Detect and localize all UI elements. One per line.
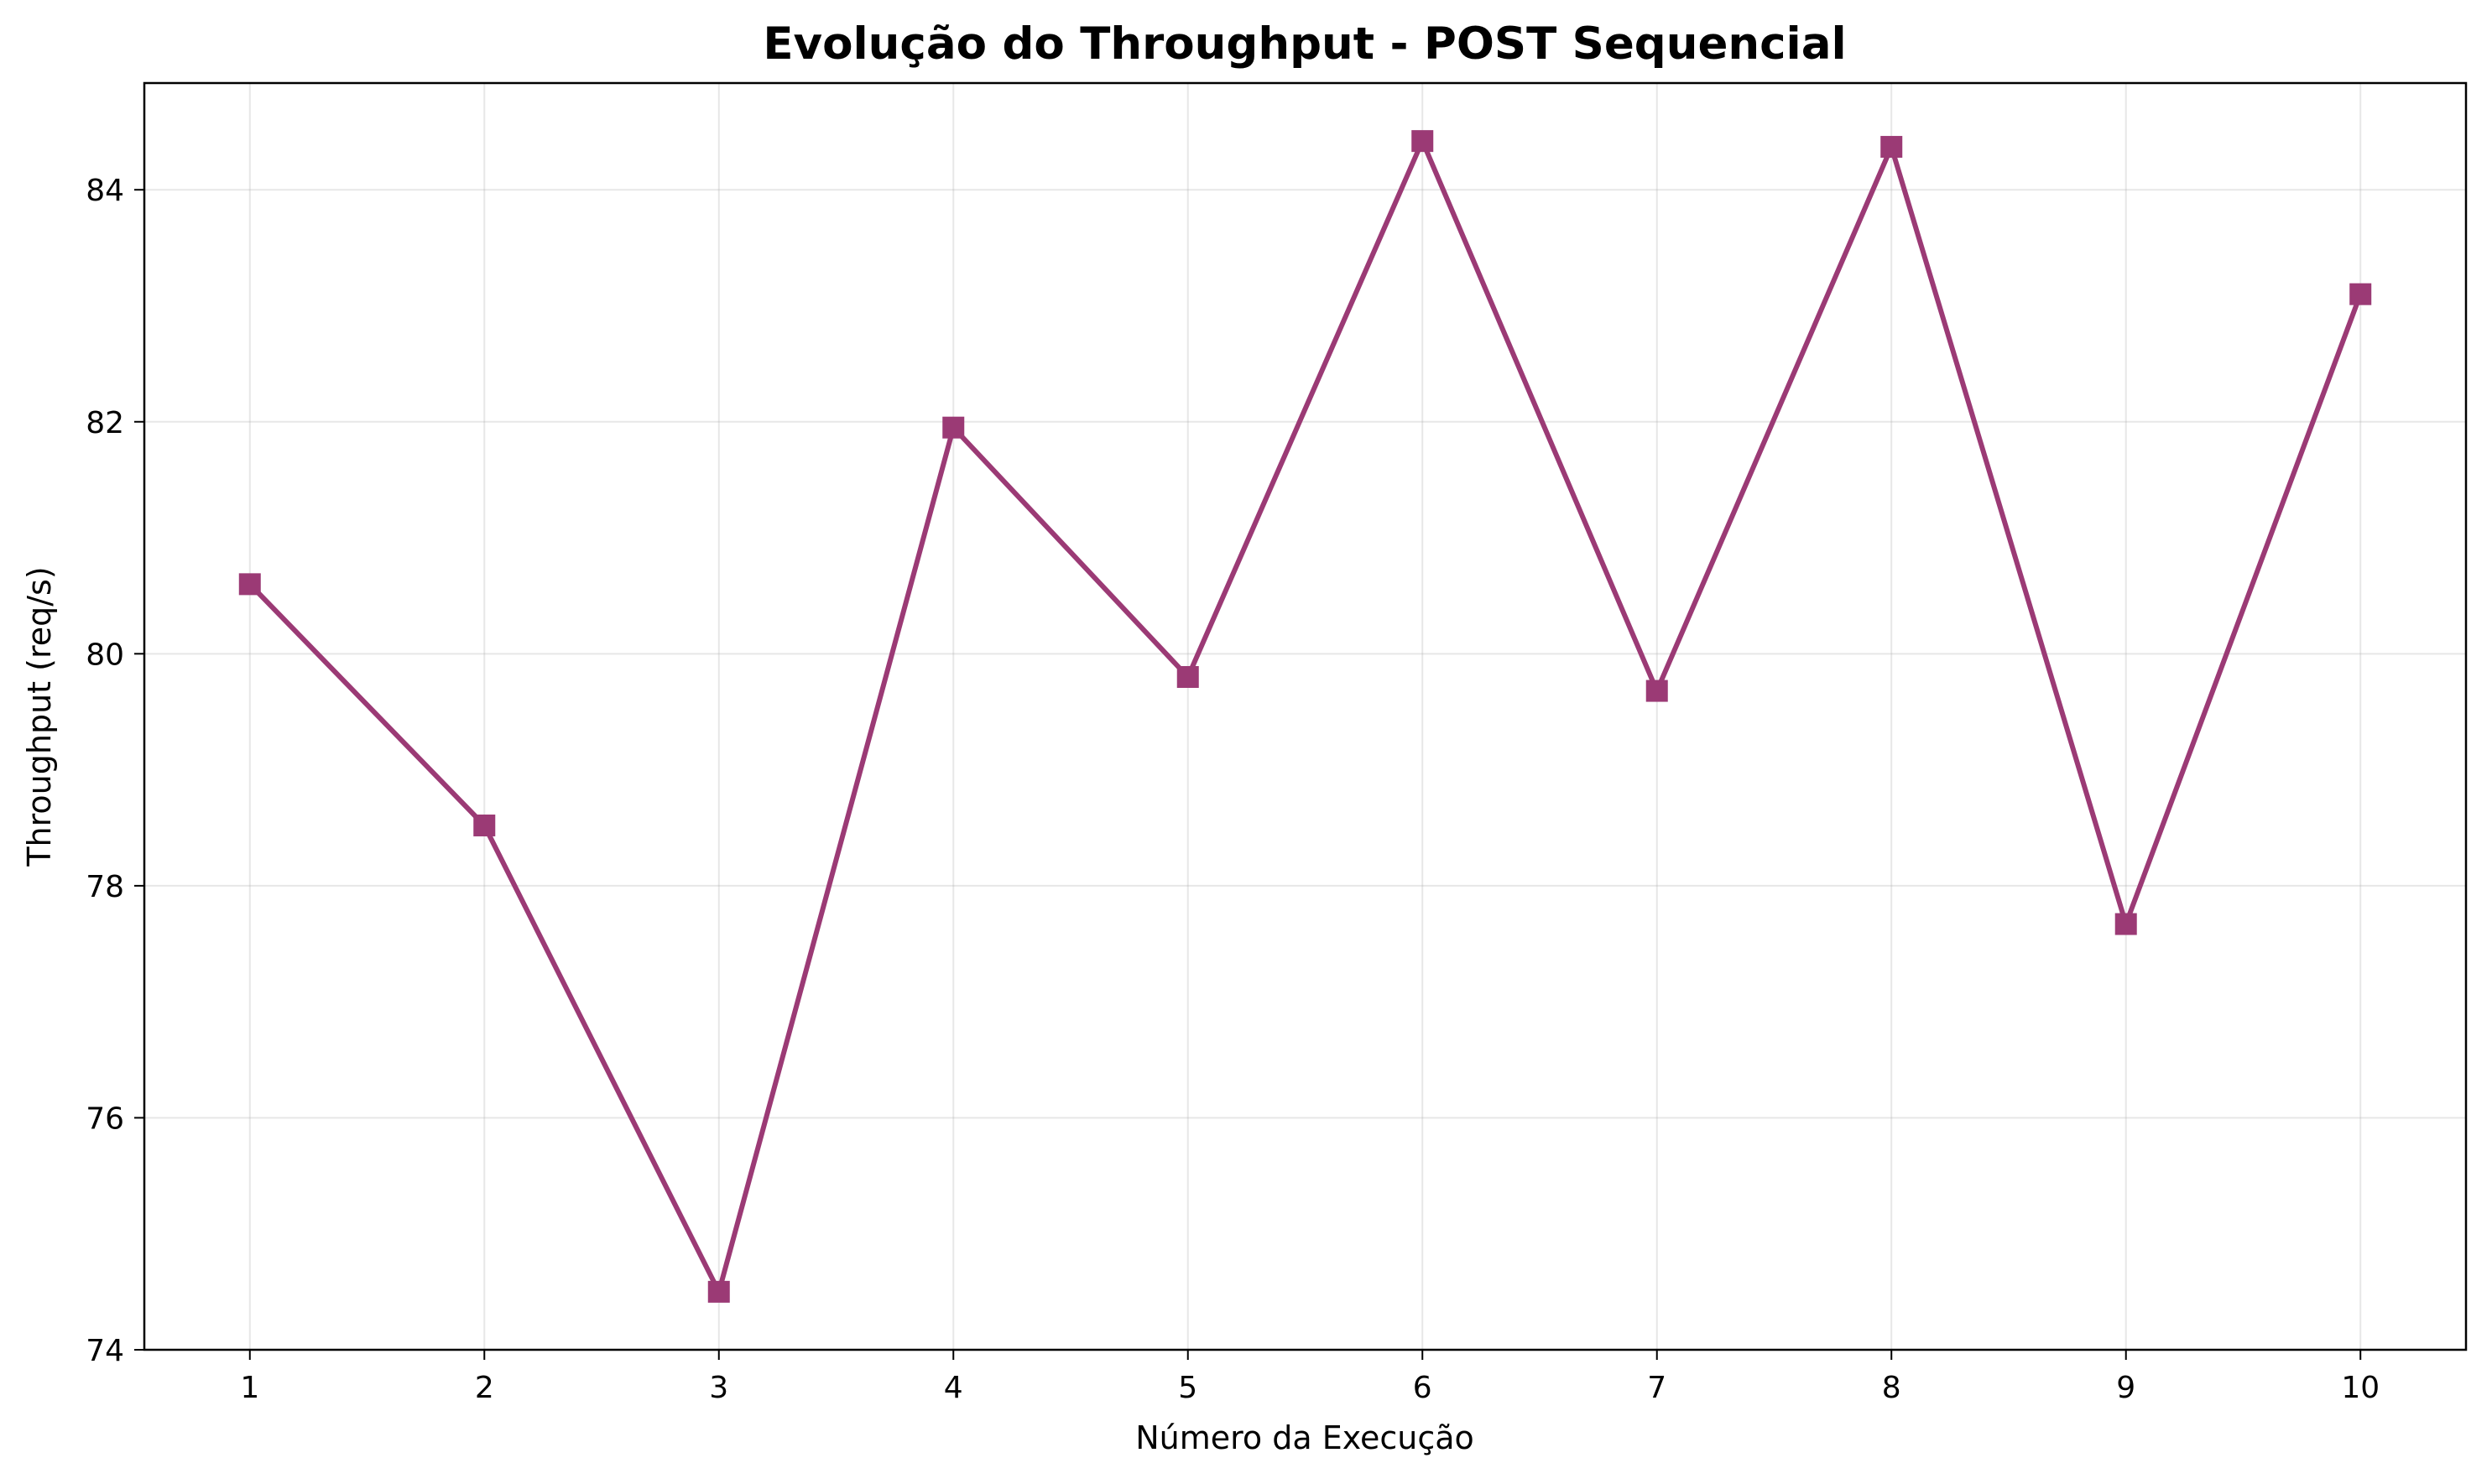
x-tick-label: 8 — [1882, 1371, 1901, 1405]
y-tick-label: 82 — [86, 406, 124, 440]
data-point-marker — [1880, 136, 1903, 159]
x-tick-label: 9 — [2116, 1371, 2135, 1405]
data-point-marker — [2349, 283, 2372, 305]
y-tick-label: 84 — [86, 174, 124, 208]
data-point-marker — [2114, 913, 2137, 935]
x-tick-label: 6 — [1413, 1371, 1432, 1405]
plot-frame — [143, 81, 2468, 1351]
y-tick-label: 80 — [86, 638, 124, 672]
x-tick-label: 5 — [1178, 1371, 1197, 1405]
x-tick-label: 1 — [240, 1371, 259, 1405]
data-point-marker — [473, 814, 496, 836]
data-point-marker — [707, 1280, 730, 1303]
y-tick-label: 74 — [86, 1334, 124, 1368]
y-tick-label: 78 — [86, 870, 124, 904]
data-point-marker — [238, 573, 261, 596]
x-tick-label: 7 — [1647, 1371, 1666, 1405]
y-tick-label: 76 — [86, 1101, 124, 1136]
series-line — [247, 138, 2364, 1294]
y-axis-label: Throughput (req/s) — [21, 566, 58, 867]
x-tick-label: 4 — [944, 1371, 963, 1405]
data-point-marker — [1645, 680, 1668, 702]
x-tick-label: 10 — [2341, 1371, 2380, 1405]
x-axis-label: Número da Execução — [1135, 1419, 1474, 1456]
data-point-marker — [942, 416, 965, 439]
chart-title: Evolução do Throughput - POST Sequencial — [763, 18, 1846, 70]
x-tick-label: 2 — [475, 1371, 494, 1405]
x-tick-label: 3 — [709, 1371, 728, 1405]
marker-layer — [238, 130, 2372, 1303]
data-point-marker — [1176, 665, 1199, 688]
series-layer — [247, 138, 2364, 1294]
data-point-marker — [1411, 130, 1434, 153]
